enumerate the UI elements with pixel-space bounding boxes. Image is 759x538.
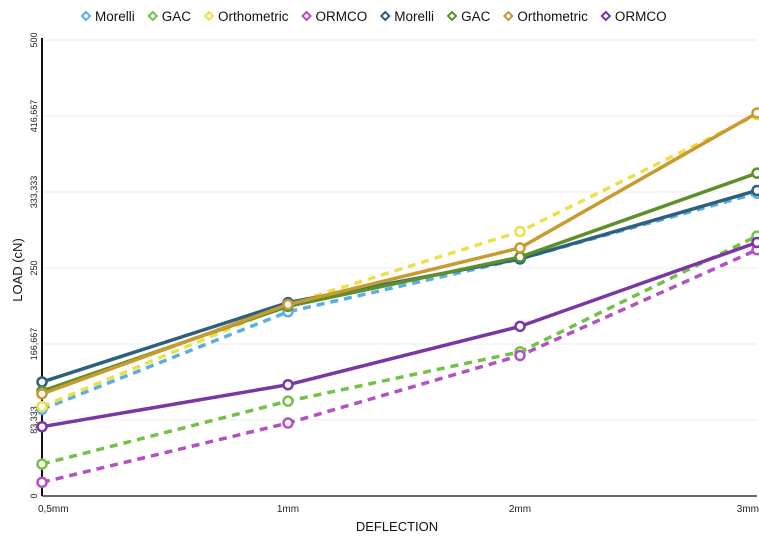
legend-item: ORMCO — [301, 9, 368, 24]
data-point — [514, 225, 526, 238]
y-tick-label: 250 — [29, 260, 39, 275]
data-point — [751, 167, 759, 179]
x-tick-label: 2mm — [509, 504, 531, 515]
data-point — [282, 378, 294, 391]
axes — [41, 38, 757, 497]
x-tick-label: 3mm — [737, 504, 759, 515]
legend-item: Orthometric — [203, 9, 289, 24]
data-point — [36, 376, 48, 388]
x-tick-label: 0,5mm — [38, 504, 69, 515]
data-point — [36, 458, 48, 470]
legend-marker-icon — [147, 10, 159, 22]
series-line — [41, 111, 758, 396]
x-axis-title: DEFLECTION — [356, 519, 438, 534]
legend-label: ORMCO — [316, 9, 368, 24]
y-tick-label: 0 — [29, 493, 39, 498]
series-ormco-solid — [36, 236, 759, 433]
data-point — [514, 242, 526, 254]
y-axis-title: LOAD (cN) — [10, 238, 25, 302]
data-point — [36, 476, 48, 489]
legend-label: Morelli — [95, 9, 135, 24]
y-tick-label: 83,333 — [29, 406, 39, 434]
y-tick-label: 500 — [29, 32, 39, 47]
series-lines — [36, 107, 759, 489]
data-point — [282, 417, 294, 429]
legend-label: GAC — [162, 9, 192, 24]
legend-item: GAC — [147, 9, 192, 24]
data-point — [514, 320, 526, 333]
data-point — [514, 349, 526, 362]
data-point — [751, 236, 759, 249]
x-tick-label: 1mm — [277, 504, 299, 515]
data-point — [36, 388, 48, 400]
series-orthometric-solid — [36, 107, 759, 400]
data-point — [36, 400, 48, 413]
data-point — [282, 395, 294, 407]
data-point — [282, 298, 294, 311]
series-line — [41, 113, 758, 409]
tick-labels: 0 83,333 166,667 250 333,333 416,667 500 0,5mm 1… — [29, 32, 759, 515]
series-line — [41, 234, 758, 466]
legend-label: GAC — [461, 9, 491, 24]
legend: Morelli GAC Orthometric ORMCO Morelli GAC Orth… — [80, 9, 667, 24]
y-tick-label: 416,667 — [29, 100, 39, 133]
legend-label: ORMCO — [615, 9, 667, 24]
legend-marker-icon — [379, 10, 391, 22]
series-gac-solid — [36, 167, 759, 397]
series-line — [41, 191, 758, 411]
y-tick-label: 333,333 — [29, 176, 39, 209]
legend-marker-icon — [301, 10, 312, 22]
series-orthometric-dashed — [36, 109, 759, 413]
series-line — [41, 240, 758, 429]
y-tick-label: 166,667 — [29, 328, 39, 361]
legend-item: Morelli — [379, 9, 434, 24]
data-point — [514, 251, 526, 263]
data-point — [751, 107, 759, 119]
legend-label: Orthometric — [218, 9, 289, 24]
legend-item: GAC — [446, 9, 491, 24]
legend-label: Morelli — [394, 9, 434, 24]
legend-label: Orthometric — [517, 9, 588, 24]
legend-marker-icon — [502, 10, 514, 22]
series-line — [41, 248, 758, 485]
legend-marker-icon — [446, 10, 458, 22]
series-ormco-dashed — [36, 244, 759, 489]
legend-item: ORMCO — [600, 9, 667, 24]
legend-marker-icon — [600, 10, 612, 22]
data-point — [36, 420, 48, 433]
legend-item: Orthometric — [502, 9, 588, 24]
legend-marker-icon — [203, 10, 215, 22]
legend-marker-icon — [80, 10, 92, 22]
legend-item: Morelli — [80, 9, 135, 24]
data-point — [751, 184, 759, 197]
